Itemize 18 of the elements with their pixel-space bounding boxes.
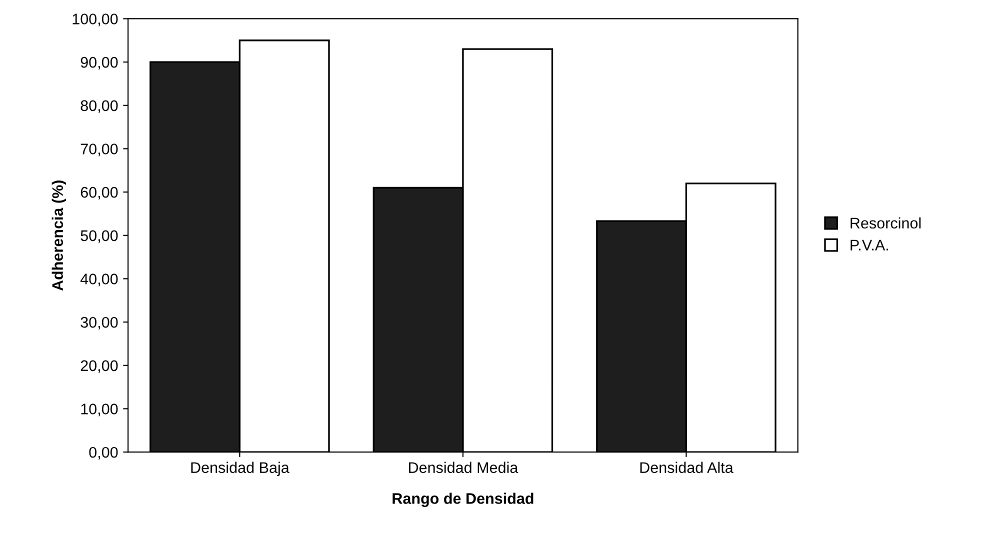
y-tick-label: 30,00 xyxy=(80,316,118,330)
x-tick-label: Densidad Media xyxy=(409,462,518,474)
x-tick-label: Densidad Alta xyxy=(640,462,734,474)
y-tick-label: 70,00 xyxy=(80,144,118,156)
x-tick-label: Densidad Baja xyxy=(191,462,290,476)
y-tick-label: 50,00 xyxy=(80,230,118,243)
y-axis-title: Adherencia (%) xyxy=(52,180,66,291)
y-tick-label: 100,00 xyxy=(72,14,118,26)
y-tick-label: 10,00 xyxy=(81,404,118,416)
y-tick-label: 20,00 xyxy=(80,360,118,373)
y-tick-label: 60,00 xyxy=(80,186,118,200)
y-tick-label: 90,00 xyxy=(80,56,118,70)
x-axis-title: Rango de Densidad xyxy=(392,492,534,508)
y-tick-label: 40,00 xyxy=(80,274,118,286)
y-tick-label: 0,00 xyxy=(89,446,118,460)
y-tick-label: 80,00 xyxy=(80,100,118,113)
legend-label: P.V.A. xyxy=(850,240,888,250)
legend-label: Resorcinol xyxy=(850,217,921,229)
